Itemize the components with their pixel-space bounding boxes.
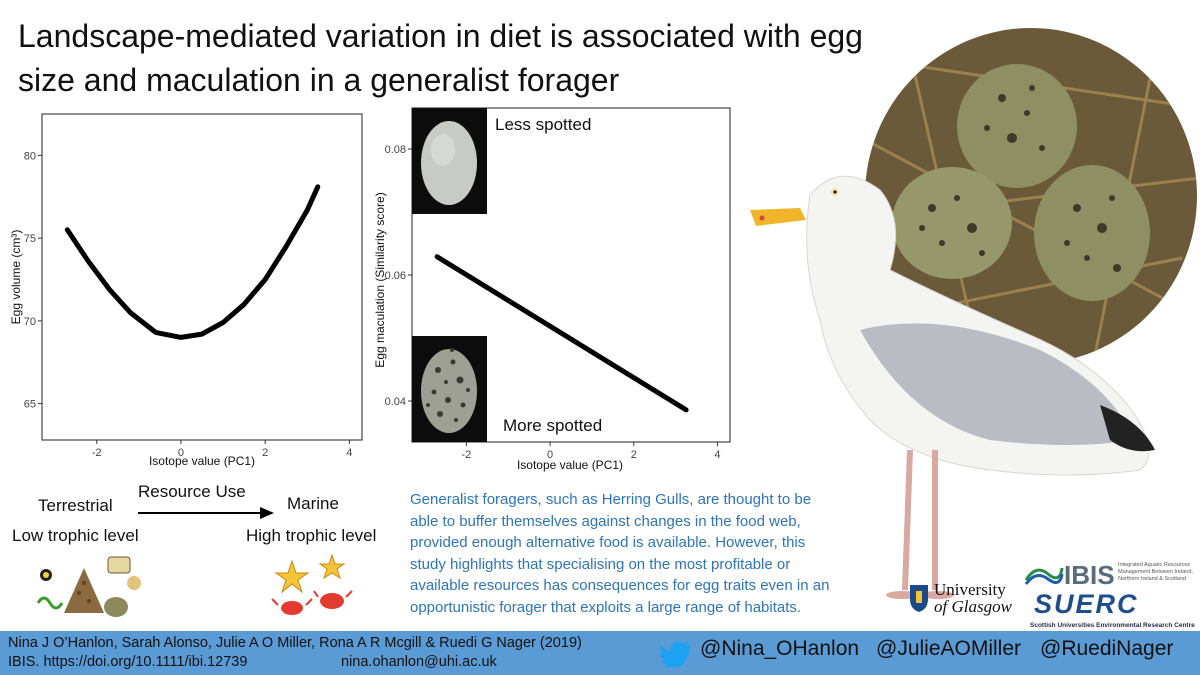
y-tick-label: 65 [24,399,36,411]
ibis-subtitle: Integrated Aquatic Resources Management … [1118,562,1193,582]
low-trophic-label: Low trophic level [12,526,139,545]
ibis-logo: IBIS [1064,560,1115,590]
egg-volume-curve [64,184,321,340]
terrestrial-food-icons [36,556,141,617]
x-tick-label: 0 [178,447,184,459]
terrestrial-label: Terrestrial [38,496,113,515]
y-tick-label: 75 [24,233,36,245]
x-tick-label: -2 [462,449,472,461]
suerc-subtitle: Scottish Universities Environmental Rese… [1030,622,1195,629]
marine-food-icons [271,553,353,615]
y-axis-title: Egg volume (cm³) [9,230,23,325]
resource-use-heading: Resource Use [138,482,246,501]
y-tick-label: 70 [24,316,36,328]
y-axis-title: Egg maculation (Similarity score) [373,192,387,367]
egg-maculation-chart: -2 0 2 4 0.04 0.06 0.08 Isotope value (PC1) Eg… [368,100,748,475]
x-tick-label: 0 [547,449,553,461]
twitter-icon[interactable] [659,641,693,667]
egg-volume-svg: -2 0 2 4 65 70 75 80 Isotope value (PC1) Egg vo… [9,113,363,468]
journal-doi: IBIS. https://doi.org/10.1111/ibi.12739 [8,654,248,670]
twitter-handle-nina[interactable]: @Nina_OHanlon [700,637,860,660]
journal-line: IBIS. https://doi.org/10.1111/ibi.12739 … [8,653,582,672]
citation: Nina J O’Hanlon, Sarah Alonso, Julie A O… [8,634,582,672]
authors-line: Nina J O’Hanlon, Sarah Alonso, Julie A O… [8,635,582,651]
ibis-wave-icon [1024,567,1064,585]
footer-bar: Nina J O’Hanlon, Sarah Alonso, Julie A O… [0,631,1200,675]
marine-label: Marine [287,494,339,513]
y-tick-label: 80 [24,150,36,162]
gull-photo [750,175,1155,599]
contact-email[interactable]: nina.ohanlon@uhi.ac.uk [341,654,497,670]
x-tick-label: 2 [631,449,637,461]
high-trophic-label: High trophic level [246,526,377,545]
y-tick-label: 0.04 [385,396,406,408]
twitter-handle-julie[interactable]: @JulieAOMiller [876,637,1022,660]
arrow-right-icon [138,507,274,519]
egg-maculation-line [434,254,689,413]
more-spotted-label: More spotted [503,416,602,435]
summary-paragraph: Generalist foragers, such as Herring Gul… [410,491,830,616]
egg-volume-chart: -2 0 2 4 65 70 75 80 Isotope value (PC1) Egg vo… [0,100,370,475]
egg-maculation-svg: -2 0 2 4 0.04 0.06 0.08 Isotope value (PC1) Eg… [373,107,731,472]
poster-title: Landscape-mediated variation in diet is … [18,18,863,98]
x-tick-label: 4 [346,447,352,459]
y-tick-label: 0.06 [385,270,406,282]
x-axis-title: Isotope value (PC1) [517,458,623,472]
x-tick-label: 2 [262,447,268,459]
x-tick-label: 4 [714,449,720,461]
less-spotted-label: Less spotted [495,115,591,134]
twitter-handle-ruedi[interactable]: @RuediNager [1040,637,1174,660]
glasgow-crest-icon [910,585,928,612]
x-axis-title: Isotope value (PC1) [149,454,255,468]
x-tick-label: -2 [92,447,102,459]
suerc-logo: SUERC [1034,589,1139,619]
glasgow-logo-line1: University [934,580,1006,599]
glasgow-logo-line2: of Glasgow [934,597,1012,616]
y-tick-label: 0.08 [385,144,406,156]
